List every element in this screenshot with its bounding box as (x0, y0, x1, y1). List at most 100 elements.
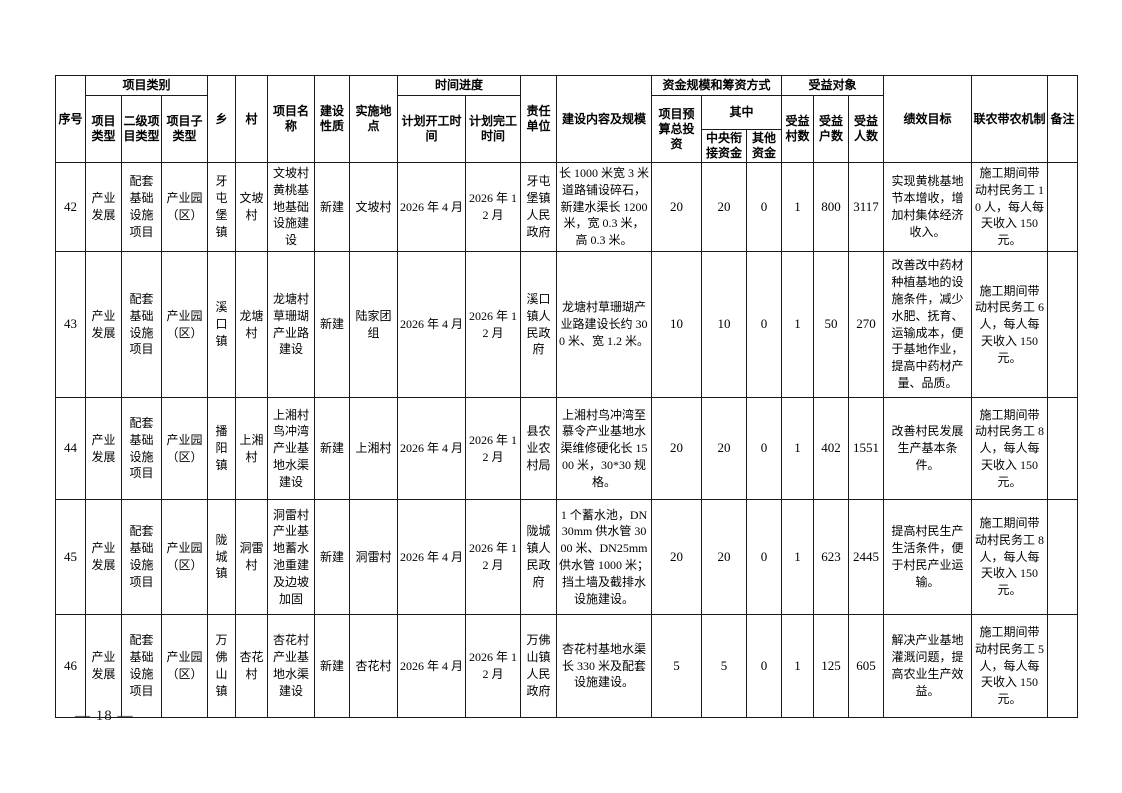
cell-leixing: 产业发展 (85, 397, 122, 500)
cell-xuhao: 44 (55, 397, 86, 500)
cell-zeren: 万佛山镇人民政府 (520, 614, 558, 718)
header-content-scale: 建设内容及规模 (556, 75, 653, 163)
cell-kaigong: 2026 年 4 月 (397, 397, 467, 500)
cell-xiang: 牙屯堡镇 (207, 162, 237, 252)
cell-xiang: 万佛山镇 (207, 614, 237, 718)
header-benefit-people: 受益人数 (848, 95, 885, 163)
cell-renshu: 3117 (848, 162, 885, 252)
cell-didian: 洞雷村 (349, 499, 399, 615)
table-row: 46 产业发展 配套基础设施项目 产业园（区） 万佛山镇 杏花村 杏花村产业基地水渠建设 新建… (55, 614, 1079, 718)
cell-beizhu (1047, 499, 1079, 615)
cell-kaigong: 2026 年 4 月 (397, 614, 467, 718)
cell-kaigong: 2026 年 4 月 (397, 162, 467, 252)
cell-xuhao: 43 (55, 251, 86, 398)
header-central-funds: 中央衔接资金 (701, 129, 748, 163)
cell-jixiao: 改善村民发展生产基本条件。 (883, 397, 973, 500)
header-total-budget: 项目预算总投资 (651, 95, 703, 163)
cell-neirong: 1 个蓄水池，DN30mm 供水管 3000 米、DN25mm 供水管 1000… (556, 499, 653, 615)
cell-cunshu: 1 (781, 162, 815, 252)
cell-jixiao: 解决产业基地灌溉问题，提高农业生产效益。 (883, 614, 973, 718)
cell-mingcheng: 文坡村黄桃基地基础设施建设 (267, 162, 316, 252)
header-responsible-unit: 责任单位 (520, 75, 558, 163)
cell-yusuan: 20 (651, 397, 703, 500)
cell-cun: 龙塘村 (235, 251, 269, 398)
cell-beizhu (1047, 397, 1079, 500)
cell-mingcheng: 洞雷村产业基地蓄水池重建及边坡加固 (267, 499, 316, 615)
cell-zileixing: 产业园（区） (160, 499, 209, 615)
table-row: 44 产业发展 配套基础设施项目 产业园（区） 播阳镇 上湘村 上湘村鸟冲湾产业基地水渠建设… (55, 397, 1079, 500)
header-time-schedule: 时间进度 (397, 75, 522, 96)
cell-cunshu: 1 (781, 251, 815, 398)
header-beneficiaries: 受益对象 (781, 75, 885, 96)
cell-wangong: 2026 年 12 月 (465, 614, 522, 718)
cell-xuhao: 46 (55, 614, 86, 718)
cell-yusuan: 20 (651, 499, 703, 615)
cell-kaigong: 2026 年 4 月 (397, 499, 467, 615)
cell-erji: 配套基础设施项目 (121, 614, 162, 718)
header-remarks: 备注 (1047, 75, 1079, 163)
cell-neirong: 长 1000 米宽 3 米道路铺设碎石，新建水渠长 1200 米，宽 0.3 米… (556, 162, 653, 252)
cell-cunshu: 1 (781, 499, 815, 615)
header-project-type: 项目类型 (85, 95, 122, 163)
cell-cun: 洞雷村 (235, 499, 269, 615)
cell-qita: 0 (746, 251, 783, 398)
header-benefit-households: 受益户数 (813, 95, 850, 163)
cell-erji: 配套基础设施项目 (121, 499, 162, 615)
cell-zhongyang: 20 (701, 162, 748, 252)
cell-beizhu (1047, 162, 1079, 252)
cell-zileixing: 产业园（区） (160, 251, 209, 398)
cell-renshu: 605 (848, 614, 885, 718)
cell-zileixing: 产业园（区） (160, 397, 209, 500)
cell-didian: 上湘村 (349, 397, 399, 500)
header-serial: 序号 (55, 75, 86, 163)
cell-leixing: 产业发展 (85, 251, 122, 398)
cell-cunshu: 1 (781, 397, 815, 500)
cell-liannong: 施工期间带动村民务工 8 人，每人每天收入 150 元。 (971, 499, 1049, 615)
table-row: 42 产业发展 配套基础设施项目 产业园（区） 牙屯堡镇 文坡村 文坡村黄桃基地基础设施建设… (55, 162, 1079, 252)
cell-mingcheng: 上湘村鸟冲湾产业基地水渠建设 (267, 397, 316, 500)
cell-zhongyang: 5 (701, 614, 748, 718)
cell-leixing: 产业发展 (85, 499, 122, 615)
cell-cun: 文坡村 (235, 162, 269, 252)
cell-beizhu (1047, 614, 1079, 718)
cell-renshu: 2445 (848, 499, 885, 615)
cell-zeren: 牙屯堡镇人民政府 (520, 162, 558, 252)
cell-zileixing: 产业园（区） (160, 162, 209, 252)
cell-zhongyang: 20 (701, 397, 748, 500)
header-sub-type: 项目子类型 (160, 95, 209, 163)
cell-yusuan: 20 (651, 162, 703, 252)
cell-erji: 配套基础设施项目 (121, 251, 162, 398)
header-benefit-villages: 受益村数 (781, 95, 815, 163)
cell-neirong: 上湘村鸟冲湾至慕令产业基地水渠维修硬化长 1500 米，30*30 规格。 (556, 397, 653, 500)
header-project-category: 项目类别 (84, 75, 209, 96)
cell-erji: 配套基础设施项目 (121, 162, 162, 252)
cell-beizhu (1047, 251, 1079, 398)
cell-zeren: 陇城镇人民政府 (520, 499, 558, 615)
cell-hushu: 800 (813, 162, 850, 252)
cell-liannong: 施工期间带动村民务工 10 人，每人每天收入 150 元。 (971, 162, 1049, 252)
cell-erji: 配套基础设施项目 (121, 397, 162, 500)
table-row: 45 产业发展 配套基础设施项目 产业园（区） 陇城镇 洞雷村 洞雷村产业基地蓄水池重建及边… (55, 499, 1079, 615)
cell-kaigong: 2026 年 4 月 (397, 251, 467, 398)
cell-zhongyang: 20 (701, 499, 748, 615)
cell-xiang: 陇城镇 (207, 499, 237, 615)
cell-xingzhi: 新建 (314, 614, 351, 718)
cell-neirong: 龙塘村草珊瑚产业路建设长约 300 米、宽 1.2 米。 (556, 251, 653, 398)
cell-zileixing: 产业园（区） (160, 614, 209, 718)
cell-cun: 杏花村 (235, 614, 269, 718)
header-village: 村 (235, 75, 269, 163)
header-farmer-linkage: 联农带农机制 (971, 75, 1049, 163)
cell-wangong: 2026 年 12 月 (465, 251, 522, 398)
cell-xiang: 溪口镇 (207, 251, 237, 398)
cell-jixiao: 改善改中药材种植基地的设施条件，减少水肥、抚育、运输成本，便于基地作业，提高中药… (883, 251, 973, 398)
cell-hushu: 125 (813, 614, 850, 718)
cell-cun: 上湘村 (235, 397, 269, 500)
cell-mingcheng: 杏花村产业基地水渠建设 (267, 614, 316, 718)
cell-hushu: 402 (813, 397, 850, 500)
cell-cunshu: 1 (781, 614, 815, 718)
cell-yusuan: 5 (651, 614, 703, 718)
header-performance-goal: 绩效目标 (883, 75, 973, 163)
cell-liannong: 施工期间带动村民务工 6 人，每人每天收入 150 元。 (971, 251, 1049, 398)
cell-hushu: 50 (813, 251, 850, 398)
header-project-name: 项目名称 (267, 75, 316, 163)
